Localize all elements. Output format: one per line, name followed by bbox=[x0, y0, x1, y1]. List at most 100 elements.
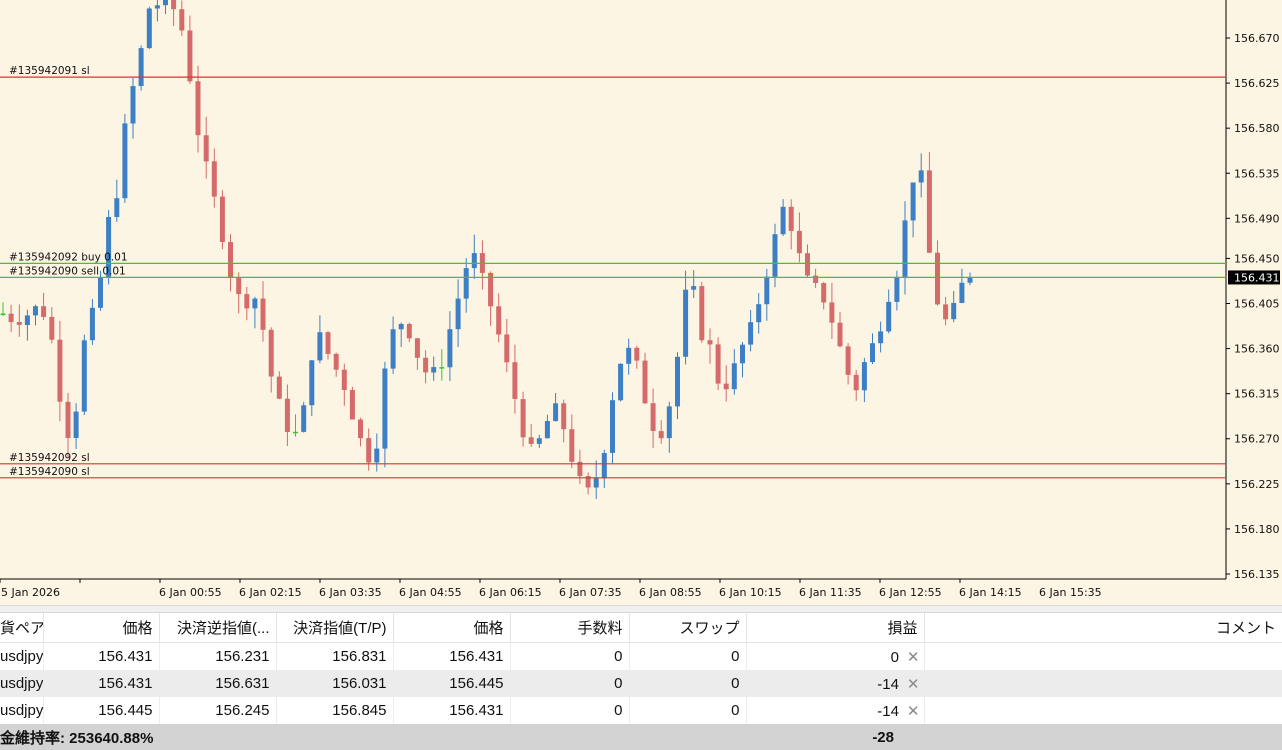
summary-empty bbox=[924, 724, 1282, 750]
close-position-icon[interactable]: ✕ bbox=[906, 675, 920, 693]
candle-body bbox=[187, 30, 193, 82]
candle-body bbox=[935, 252, 940, 305]
total-profit: -28 bbox=[746, 724, 924, 750]
price-axis-label: 156.315 bbox=[1234, 388, 1280, 401]
candle-body bbox=[179, 9, 185, 31]
candle-body bbox=[122, 123, 128, 199]
candle-body bbox=[349, 390, 355, 420]
candle-body bbox=[57, 339, 63, 402]
candle-body bbox=[561, 403, 567, 430]
candle-body bbox=[471, 253, 477, 269]
candle-body bbox=[398, 324, 404, 330]
column-header-commission[interactable]: 手数料 bbox=[510, 613, 630, 643]
candle-body bbox=[626, 347, 632, 364]
trade-terminal: 貨ペア 価格 決済逆指値(... 決済指値(T/P) 価格 手数料 スワップ 損… bbox=[0, 613, 1282, 750]
candle-body bbox=[106, 217, 112, 278]
table-row[interactable]: usdjpy 156.431 156.631 156.031 156.445 0… bbox=[0, 670, 1282, 697]
candle-body bbox=[325, 332, 331, 354]
column-header-comment[interactable]: コメント bbox=[924, 613, 1282, 643]
candle-body bbox=[211, 161, 217, 197]
candle-body bbox=[114, 198, 120, 217]
candle-body bbox=[293, 431, 298, 434]
candle-body bbox=[301, 405, 307, 432]
candle-body bbox=[707, 340, 713, 345]
candle-body bbox=[520, 399, 526, 438]
cell-comment bbox=[924, 697, 1282, 724]
candle-body bbox=[496, 306, 502, 335]
column-header-open-price[interactable]: 価格 bbox=[43, 613, 160, 643]
candle-body bbox=[414, 338, 420, 358]
candle-body bbox=[333, 353, 339, 370]
cell-comment bbox=[924, 642, 1282, 670]
candlestick-chart[interactable]: #135942091 sl #135942092 buy 0.01 #1359420… bbox=[0, 0, 1282, 605]
candle-body bbox=[699, 286, 705, 341]
cell-commission: 0 bbox=[510, 642, 630, 670]
price-axis-label: 156.670 bbox=[1234, 32, 1280, 45]
candle-body bbox=[959, 282, 965, 303]
cell-take-profit[interactable]: 156.831 bbox=[276, 642, 394, 670]
price-axis-label: 156.135 bbox=[1234, 568, 1280, 581]
candle-body bbox=[455, 298, 461, 330]
candle-body bbox=[585, 476, 591, 488]
order-level-label: #135942092 buy 0.01 bbox=[9, 251, 128, 263]
price-axis-label: 156.270 bbox=[1234, 433, 1280, 446]
table-row[interactable]: usdjpy 156.445 156.245 156.845 156.431 0… bbox=[0, 697, 1282, 724]
column-header-current-price[interactable]: 価格 bbox=[393, 613, 511, 643]
candle-body bbox=[610, 400, 615, 453]
candle-body bbox=[154, 5, 160, 9]
candle-body bbox=[861, 362, 867, 391]
candle-body bbox=[488, 272, 494, 307]
cell-comment bbox=[924, 670, 1282, 697]
candle-body bbox=[0, 313, 6, 315]
candle-body bbox=[276, 376, 282, 399]
candle-body bbox=[788, 206, 794, 231]
close-position-icon[interactable]: ✕ bbox=[906, 648, 920, 666]
cell-take-profit[interactable]: 156.031 bbox=[276, 670, 394, 697]
cell-stop-loss[interactable]: 156.245 bbox=[159, 697, 277, 724]
candle-body bbox=[764, 276, 770, 305]
column-header-take-profit[interactable]: 決済指値(T/P) bbox=[276, 613, 394, 643]
candle-body bbox=[756, 304, 762, 323]
candle-body bbox=[358, 419, 363, 439]
cell-commission: 0 bbox=[510, 697, 630, 724]
candle-body bbox=[512, 362, 518, 399]
column-header-profit[interactable]: 損益 bbox=[746, 613, 925, 643]
cell-take-profit[interactable]: 156.845 bbox=[276, 697, 394, 724]
candle-body bbox=[536, 438, 542, 444]
candle-body bbox=[951, 302, 957, 320]
column-header-stop-loss[interactable]: 決済逆指値(... bbox=[159, 613, 277, 643]
candle-body bbox=[683, 289, 689, 357]
panel-splitter[interactable] bbox=[0, 605, 1282, 613]
time-axis-label: 6 Jan 02:15 bbox=[239, 586, 302, 599]
column-header-swap[interactable]: スワップ bbox=[629, 613, 747, 643]
cell-stop-loss[interactable]: 156.631 bbox=[159, 670, 277, 697]
time-axis-label: 6 Jan 00:55 bbox=[159, 586, 222, 599]
candle-body bbox=[65, 401, 71, 438]
candle-body bbox=[98, 277, 103, 308]
time-axis-label: 6 Jan 08:55 bbox=[639, 586, 702, 599]
order-level-label: #135942092 sl bbox=[9, 452, 90, 464]
candle-body bbox=[463, 268, 469, 299]
candle-body bbox=[341, 369, 347, 390]
candle-body bbox=[24, 315, 30, 325]
candle-body bbox=[943, 304, 949, 320]
candle-body bbox=[577, 461, 583, 477]
column-header-symbol[interactable]: 貨ペア bbox=[0, 613, 44, 643]
table-row[interactable]: usdjpy 156.431 156.231 156.831 156.431 0… bbox=[0, 642, 1282, 670]
profit-value: -14 bbox=[877, 675, 899, 693]
cell-commission: 0 bbox=[510, 670, 630, 697]
cell-current-price: 156.431 bbox=[393, 697, 511, 724]
cell-stop-loss[interactable]: 156.231 bbox=[159, 642, 277, 670]
price-chart[interactable]: #135942091 sl #135942092 buy 0.01 #1359420… bbox=[0, 0, 1282, 605]
candle-body bbox=[366, 438, 372, 463]
close-position-icon[interactable]: ✕ bbox=[906, 702, 920, 720]
cell-profit: -14 ✕ bbox=[746, 697, 925, 724]
candle-body bbox=[504, 334, 510, 363]
cell-swap: 0 bbox=[629, 670, 747, 697]
price-axis-label: 156.580 bbox=[1234, 122, 1280, 135]
candle-body bbox=[593, 478, 599, 488]
candle-body bbox=[772, 234, 778, 277]
cell-symbol: usdjpy bbox=[0, 697, 44, 724]
candle-body bbox=[439, 367, 445, 369]
positions-table: 貨ペア 価格 決済逆指値(... 決済指値(T/P) 価格 手数料 スワップ 損… bbox=[0, 613, 1282, 750]
